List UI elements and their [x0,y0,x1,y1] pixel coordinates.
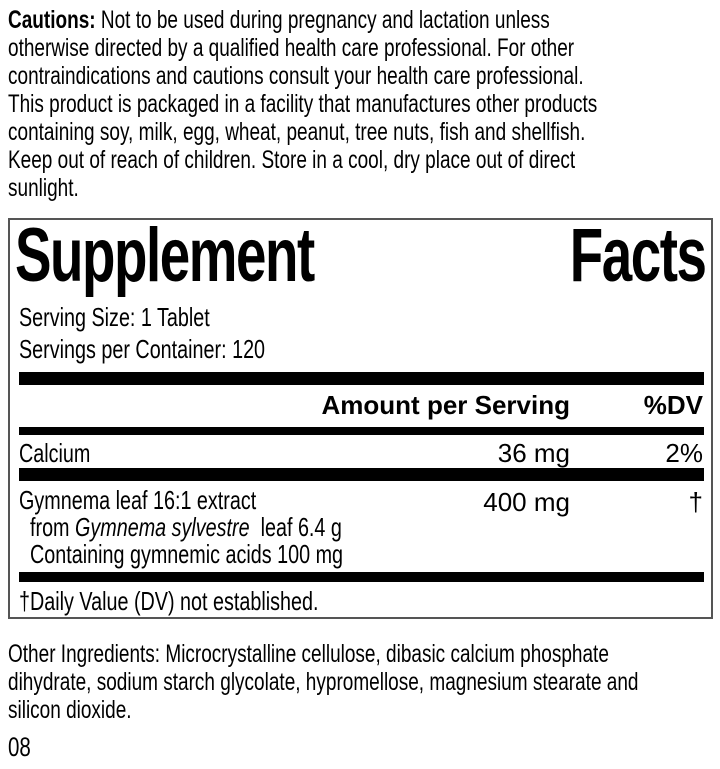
nutrient-amount: 36 mg [497,438,570,468]
nutrient-name: Gymnema leaf 16:1 extract [19,485,257,515]
other-ingredients-paragraph: Other Ingredients: Microcrystalline cell… [8,640,720,724]
nutrient-dv: 2% [665,438,703,468]
cautions-line: Keep out of reach of children. Store in … [8,146,576,174]
cautions-line: containing soy, milk, egg, wheat, peanut… [8,118,586,146]
cautions-line: contraindications and cautions consult y… [8,62,584,90]
table-row-gymnema: Gymnema leaf 16:1 extract 400 mg † from … [19,487,703,568]
nutrient-subline-source: from Gymnema sylvestre leaf 6.4 g [30,512,342,542]
divider-medium-header [19,427,704,435]
other-ingredients-line: Other Ingredients: Microcrystalline cell… [8,640,609,668]
lot-code: 08 [8,732,31,762]
column-header-dv: %DV [643,390,703,420]
cautions-paragraph: Cautions: Not to be used during pregnanc… [8,6,720,202]
cautions-line: sunlight. [8,174,79,202]
panel-title: Supplement Facts [15,213,707,298]
table-row-calcium: Calcium 36 mg 2% [19,438,703,468]
cautions-line: Cautions: Not to be used during pregnanc… [8,6,550,34]
divider-thick-bottom [19,572,704,582]
servings-per-container: Servings per Container: 120 [19,334,266,364]
other-ingredients-line: silicon dioxide. [8,696,132,724]
cautions-label: Cautions: [8,6,96,34]
dv-footnote: †Daily Value (DV) not established. [19,586,319,616]
other-ingredients-line: dihydrate, sodium starch glycolate, hypr… [8,668,639,696]
nutrient-dv: † [688,487,703,517]
column-header-amount: Amount per Serving [321,390,570,420]
table-header-row: Amount per Serving %DV [19,390,703,424]
species-name-italic: Gymnema sylvestre [75,512,250,542]
cautions-line-text: Not to be used during pregnancy and lact… [95,6,550,34]
cautions-line: This product is packaged in a facility t… [8,90,598,118]
supplement-facts-panel: Supplement Facts Serving Size: 1 Tablet … [8,218,713,619]
nutrient-subline-containing: Containing gymnemic acids 100 mg [30,539,344,569]
nutrient-amount: 400 mg [483,487,570,517]
divider-thick-mid [19,468,704,481]
cautions-line: otherwise directed by a qualified health… [8,34,575,62]
nutrient-name: Calcium [19,438,91,468]
panel-title-word1: Supplement [15,213,315,298]
panel-title-word2: Facts [570,213,707,298]
serving-size: Serving Size: 1 Tablet [19,302,210,332]
divider-thick-top [19,372,704,385]
